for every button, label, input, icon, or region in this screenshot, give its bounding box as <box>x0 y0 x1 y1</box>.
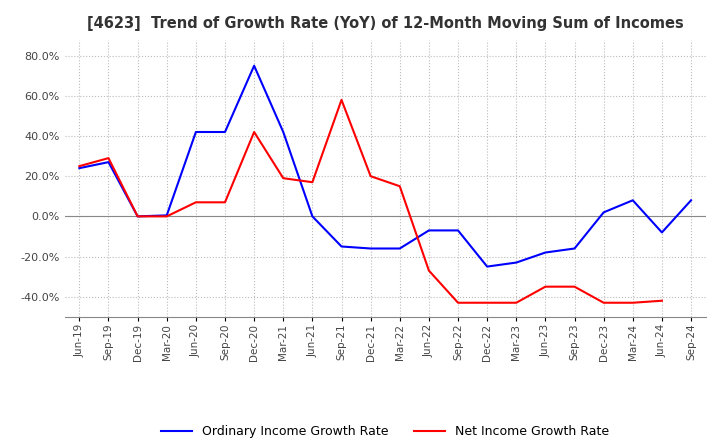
Ordinary Income Growth Rate <box>599 210 608 215</box>
Ordinary Income Growth Rate <box>366 246 375 251</box>
Net Income Growth Rate <box>483 300 492 305</box>
Net Income Growth Rate <box>250 129 258 135</box>
Ordinary Income Growth Rate <box>454 228 462 233</box>
Legend: Ordinary Income Growth Rate, Net Income Growth Rate: Ordinary Income Growth Rate, Net Income … <box>156 420 614 440</box>
Net Income Growth Rate <box>541 284 550 290</box>
Net Income Growth Rate <box>308 180 317 185</box>
Ordinary Income Growth Rate <box>687 198 696 203</box>
Line: Ordinary Income Growth Rate: Ordinary Income Growth Rate <box>79 66 691 267</box>
Ordinary Income Growth Rate <box>220 129 229 135</box>
Ordinary Income Growth Rate <box>629 198 637 203</box>
Net Income Growth Rate <box>192 200 200 205</box>
Ordinary Income Growth Rate <box>192 129 200 135</box>
Title: [4623]  Trend of Growth Rate (YoY) of 12-Month Moving Sum of Incomes: [4623] Trend of Growth Rate (YoY) of 12-… <box>87 16 683 32</box>
Net Income Growth Rate <box>657 298 666 303</box>
Ordinary Income Growth Rate <box>395 246 404 251</box>
Ordinary Income Growth Rate <box>250 63 258 68</box>
Ordinary Income Growth Rate <box>570 246 579 251</box>
Ordinary Income Growth Rate <box>425 228 433 233</box>
Net Income Growth Rate <box>570 284 579 290</box>
Net Income Growth Rate <box>599 300 608 305</box>
Ordinary Income Growth Rate <box>163 213 171 218</box>
Ordinary Income Growth Rate <box>337 244 346 249</box>
Net Income Growth Rate <box>629 300 637 305</box>
Ordinary Income Growth Rate <box>483 264 492 269</box>
Ordinary Income Growth Rate <box>75 165 84 171</box>
Net Income Growth Rate <box>512 300 521 305</box>
Net Income Growth Rate <box>220 200 229 205</box>
Net Income Growth Rate <box>163 214 171 219</box>
Ordinary Income Growth Rate <box>279 129 287 135</box>
Ordinary Income Growth Rate <box>512 260 521 265</box>
Net Income Growth Rate <box>104 155 113 161</box>
Net Income Growth Rate <box>337 97 346 103</box>
Net Income Growth Rate <box>395 183 404 189</box>
Net Income Growth Rate <box>366 173 375 179</box>
Ordinary Income Growth Rate <box>308 214 317 219</box>
Net Income Growth Rate <box>425 268 433 273</box>
Ordinary Income Growth Rate <box>541 250 550 255</box>
Ordinary Income Growth Rate <box>104 159 113 165</box>
Net Income Growth Rate <box>133 214 142 219</box>
Net Income Growth Rate <box>279 176 287 181</box>
Ordinary Income Growth Rate <box>657 230 666 235</box>
Net Income Growth Rate <box>75 164 84 169</box>
Net Income Growth Rate <box>454 300 462 305</box>
Line: Net Income Growth Rate: Net Income Growth Rate <box>79 100 662 303</box>
Ordinary Income Growth Rate <box>133 214 142 219</box>
